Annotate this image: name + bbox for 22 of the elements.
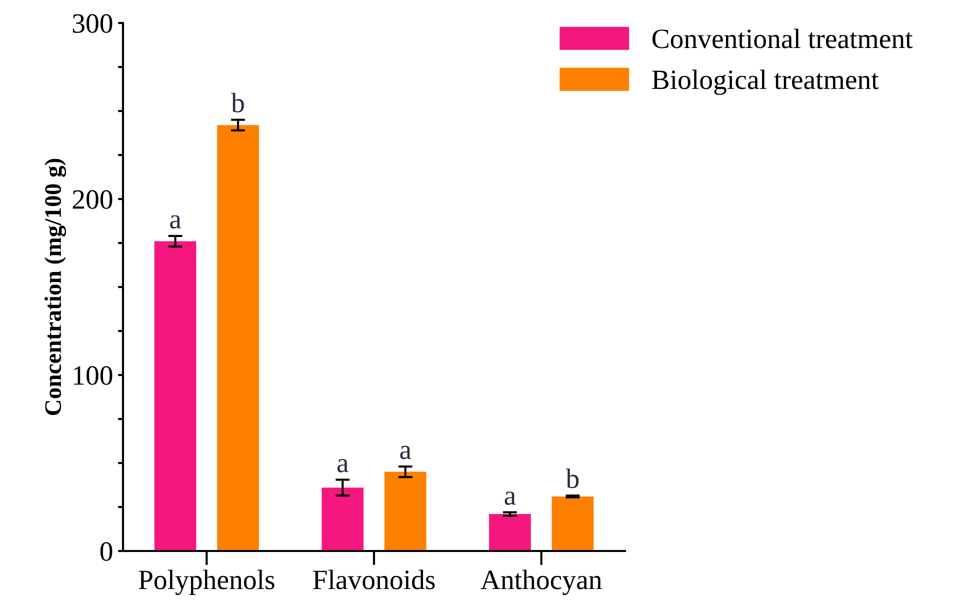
bar (322, 488, 364, 551)
bar (154, 241, 196, 551)
annotation: a (170, 215, 182, 229)
annotation: b (566, 468, 579, 488)
bar (384, 472, 426, 551)
y-tick-label: 0 (100, 542, 112, 561)
bar (217, 125, 259, 551)
bar (552, 496, 594, 551)
legend-label: Biological treatment (652, 70, 879, 95)
x-tick-label: Polyphenols (138, 570, 274, 596)
y-axis-title: Concentration (mg/100 g) (44, 158, 66, 416)
y-tick-label: 300 (72, 14, 112, 33)
annotation: a (337, 459, 348, 472)
x-tick-label: Anthocyan (480, 570, 602, 596)
y-tick-label: 200 (72, 190, 112, 209)
legend-label: Conventional treatment (652, 28, 913, 48)
bar (489, 514, 531, 551)
x-tick-label: Flavonoids (313, 570, 435, 590)
annotation: b (231, 92, 244, 112)
annotation: a (504, 492, 516, 505)
y-tick-label: 100 (74, 366, 112, 385)
annotation: a (400, 446, 412, 460)
